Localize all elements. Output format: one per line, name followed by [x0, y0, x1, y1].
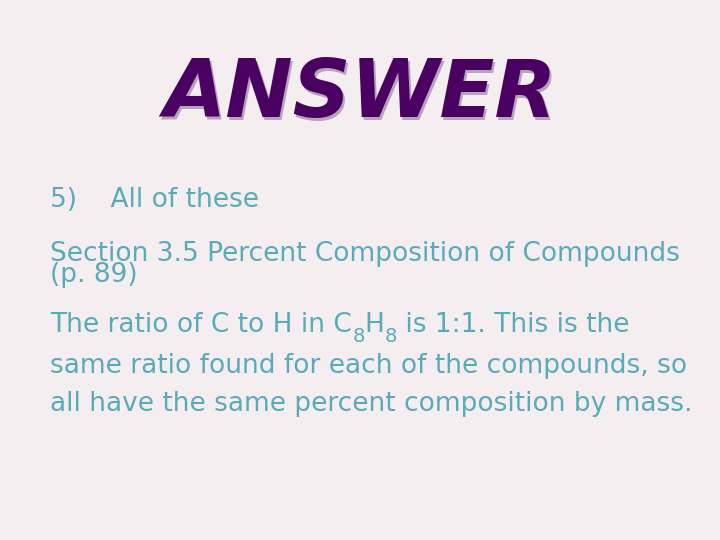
Text: ANSWER: ANSWER [165, 59, 558, 137]
Text: all have the same percent composition by mass.: all have the same percent composition by… [50, 392, 693, 417]
Text: 8: 8 [384, 327, 397, 346]
Text: The ratio of C to H in C: The ratio of C to H in C [50, 312, 352, 338]
Text: ANSWER: ANSWER [163, 56, 557, 134]
Text: (p. 89): (p. 89) [50, 262, 138, 288]
Text: same ratio found for each of the compounds, so: same ratio found for each of the compoun… [50, 353, 688, 379]
Text: is 1:1. This is the: is 1:1. This is the [397, 312, 629, 338]
Text: 5)    All of these: 5) All of these [50, 187, 259, 213]
Text: Section 3.5 Percent Composition of Compounds: Section 3.5 Percent Composition of Compo… [50, 241, 680, 267]
Text: H: H [364, 312, 384, 338]
Text: 8: 8 [352, 327, 364, 346]
